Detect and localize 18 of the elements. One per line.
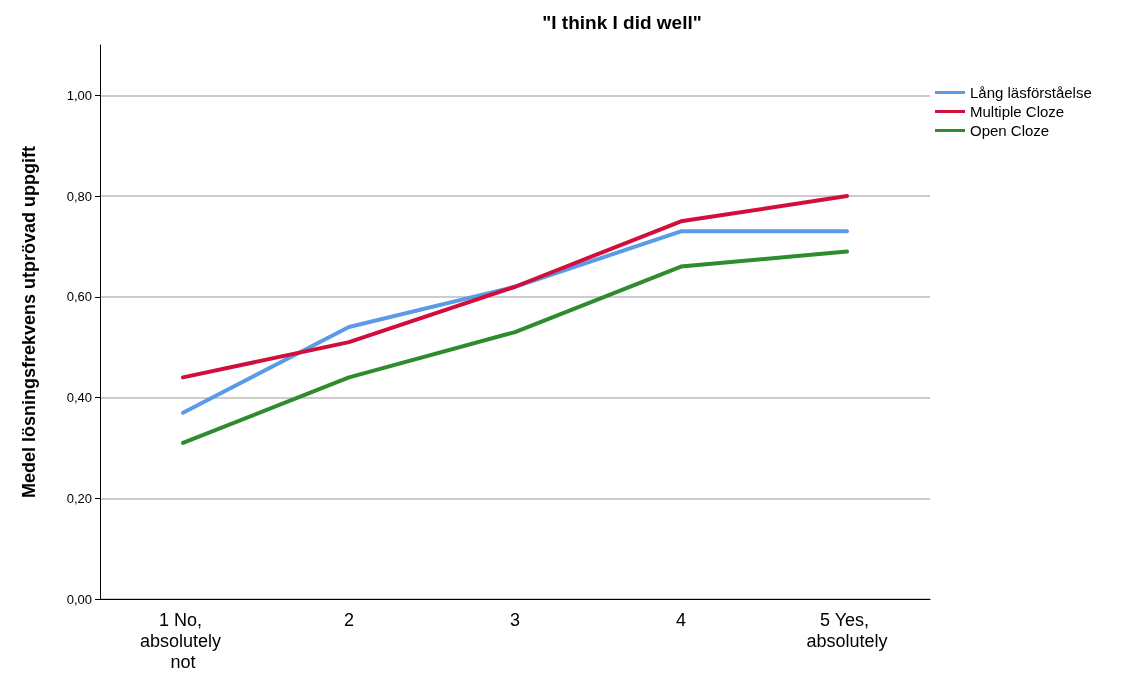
x-tick-label: 2 — [343, 609, 355, 630]
y-tick-label: 0,60 — [66, 289, 92, 305]
line-series — [181, 249, 849, 445]
y-tick-label: 0,20 — [66, 490, 92, 506]
chart-title: "I think I did well" — [542, 12, 702, 33]
y-tick-label: 0,80 — [66, 188, 92, 204]
y-axis-title: Medel lösningsfrekvens utprövad uppgift — [19, 145, 39, 499]
y-tick-label: 0,00 — [66, 591, 92, 607]
y-tick-label: 1,00 — [66, 87, 92, 103]
legend-label: Multiple Cloze — [970, 103, 1065, 120]
y-tick-label: 0,40 — [66, 390, 92, 406]
x-tick-label: 3 — [509, 609, 521, 630]
x-tick-label: 1 No, absolutely not — [139, 609, 227, 672]
x-tick-label: 4 — [675, 609, 687, 630]
x-tick-label: 5 Yes, absolutely — [806, 609, 888, 651]
line-series — [181, 194, 849, 380]
legend-label: Open Cloze — [970, 122, 1050, 139]
legend-label: Lång läsförståelse — [970, 84, 1092, 101]
